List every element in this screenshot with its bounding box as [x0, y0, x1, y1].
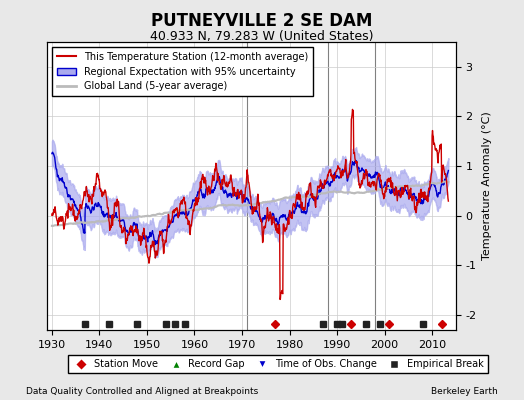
Legend: This Temperature Station (12-month average), Regional Expectation with 95% uncer: This Temperature Station (12-month avera…	[52, 47, 313, 96]
Legend: Station Move, Record Gap, Time of Obs. Change, Empirical Break: Station Move, Record Gap, Time of Obs. C…	[68, 355, 488, 373]
Text: Data Quality Controlled and Aligned at Breakpoints: Data Quality Controlled and Aligned at B…	[26, 387, 258, 396]
Text: PUTNEYVILLE 2 SE DAM: PUTNEYVILLE 2 SE DAM	[151, 12, 373, 30]
Y-axis label: Temperature Anomaly (°C): Temperature Anomaly (°C)	[482, 112, 492, 260]
Text: Berkeley Earth: Berkeley Earth	[431, 387, 498, 396]
Text: 40.933 N, 79.283 W (United States): 40.933 N, 79.283 W (United States)	[150, 30, 374, 43]
